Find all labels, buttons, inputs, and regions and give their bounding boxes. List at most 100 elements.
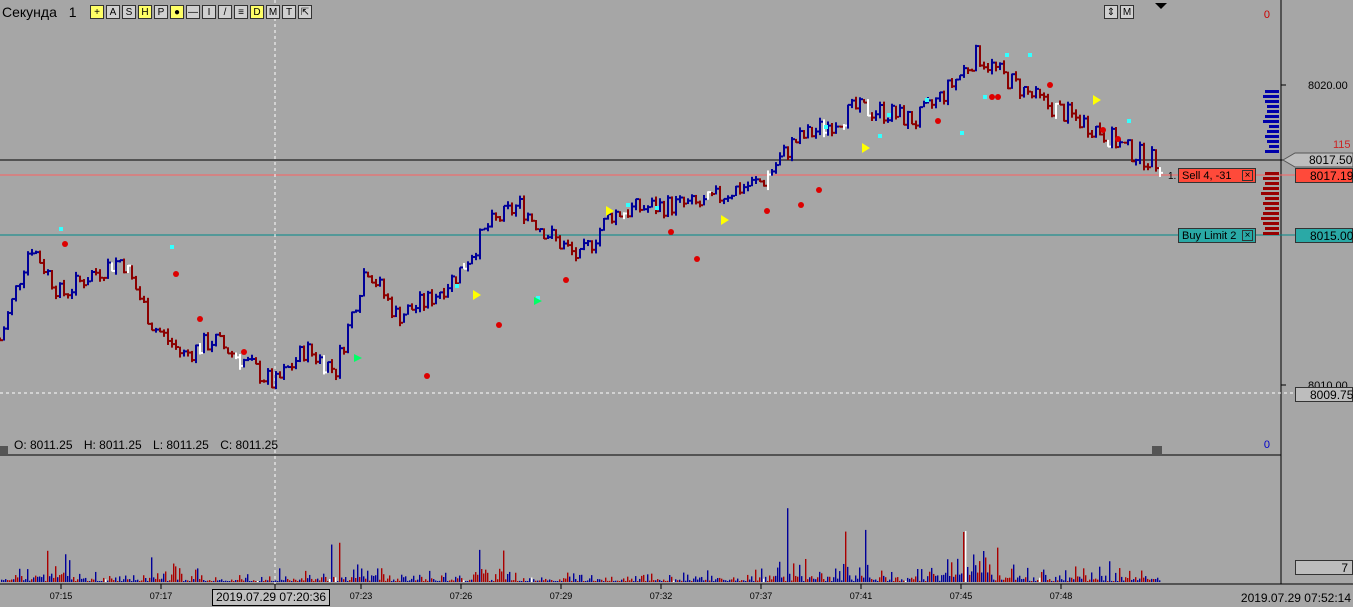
volume-bar [643,574,645,582]
volume-bar [509,571,511,582]
volume-bar [1087,581,1089,582]
time-label: 07:15 [49,591,73,601]
volume-bar [1037,579,1039,582]
volume-bar [45,581,47,582]
volume-bar [485,569,487,582]
toolbar-button-11[interactable]: M [266,5,280,19]
volume-bar [495,574,497,582]
volume-bar [483,573,485,582]
scroll-handle-left[interactable] [0,446,8,454]
volume-bar [741,580,743,582]
sell-order-label: Sell 4, -31 [1182,170,1232,182]
toolbar-button-7[interactable]: I [202,5,216,19]
scroll-handle-right[interactable] [1152,446,1162,456]
signal-square [455,284,459,288]
volume-bar [747,574,749,582]
buy-limit-order-box[interactable]: Buy Limit 2 × [1178,228,1256,243]
window-title-number: 1 [68,4,77,20]
ohlc-low: L: 8011.25 [153,438,209,452]
toolbar-button-3[interactable]: H [138,5,152,19]
volume-bar [737,578,739,582]
volume-bar [911,577,913,582]
volume-bar [535,580,537,582]
toolbar-button-5[interactable]: ● [170,5,184,19]
toolbar-right-button-0[interactable]: ⇕ [1104,5,1118,19]
signal-triangle-green [354,354,362,362]
signal-square [983,95,987,99]
time-label: 07:26 [449,591,473,601]
toolbar-button-6[interactable]: — [186,5,200,19]
close-sell-order-icon[interactable]: × [1242,170,1253,181]
time-label: 07:23 [349,591,373,601]
volume-bar [531,577,533,582]
volume-bar [257,581,259,582]
volume-bar [91,578,93,582]
toolbar-button-10[interactable]: D [250,5,264,19]
volume-bar [879,577,881,582]
volume-bar [1123,580,1125,582]
volume-bar [779,561,781,582]
volume-bar [1107,581,1109,582]
volume-bar [881,570,883,582]
volume-bar [255,581,257,582]
volume-bar [627,576,629,582]
volume-bar [527,581,529,582]
toolbar-button-12[interactable]: T [282,5,296,19]
sell-order-box[interactable]: Sell 4, -31 × [1178,168,1256,183]
volume-bar [821,573,823,582]
volume-bar [389,575,391,582]
volume-bar [23,580,25,582]
volume-bar [249,581,251,582]
volume-bar [825,581,827,582]
volume-bar [1089,579,1091,582]
volume-bar [931,567,933,582]
volume-bar [1055,576,1057,582]
volume-bar [353,569,355,582]
toolbar-button-9[interactable]: ≡ [234,5,248,19]
volume-bar [177,579,179,582]
volume-bar [987,572,989,582]
volume-bar [815,579,817,582]
volume-bar [579,574,581,582]
volume-bar [893,581,895,582]
volume-bar [675,579,677,582]
bottom-value-label: 0 [1264,439,1270,451]
chevron-down-icon[interactable] [1155,3,1167,9]
toolbar-button-2[interactable]: S [122,5,136,19]
volume-bar [159,579,161,582]
volume-bar [435,580,437,582]
volume-bar [237,579,239,582]
volume-bar [847,566,849,582]
volume-bar [621,579,623,582]
volume-bar [343,579,345,582]
volume-bar [1121,576,1123,582]
toolbar-right-button-1[interactable]: M [1120,5,1134,19]
volume-bar [683,572,685,582]
volume-bar [839,571,841,582]
toolbar-button-4[interactable]: P [154,5,168,19]
volume-bar [477,574,479,582]
toolbar-button-8[interactable]: / [218,5,232,19]
volume-bar [703,580,705,582]
toolbar-button-0[interactable]: + [90,5,104,19]
volume-bar [1005,577,1007,582]
volume-bar [283,580,285,582]
volume-bar [1113,581,1115,582]
signal-square [824,125,828,129]
close-buy-order-icon[interactable]: × [1242,230,1253,241]
volume-bar [833,577,835,582]
signal-square [655,206,659,210]
time-label: 07:45 [949,591,973,601]
toolbar-button-13[interactable]: ⇱ [298,5,312,19]
volume-bar [117,581,119,582]
volume-bar [665,581,667,582]
volume-bar [743,580,745,582]
ohlc-close: C: 8011.25 [220,438,279,452]
volume-bar [831,581,833,582]
volume-bar [411,578,413,582]
volume-bar [807,579,809,582]
volume-bar [1111,580,1113,582]
volume-bar [801,576,803,582]
toolbar-button-1[interactable]: A [106,5,120,19]
